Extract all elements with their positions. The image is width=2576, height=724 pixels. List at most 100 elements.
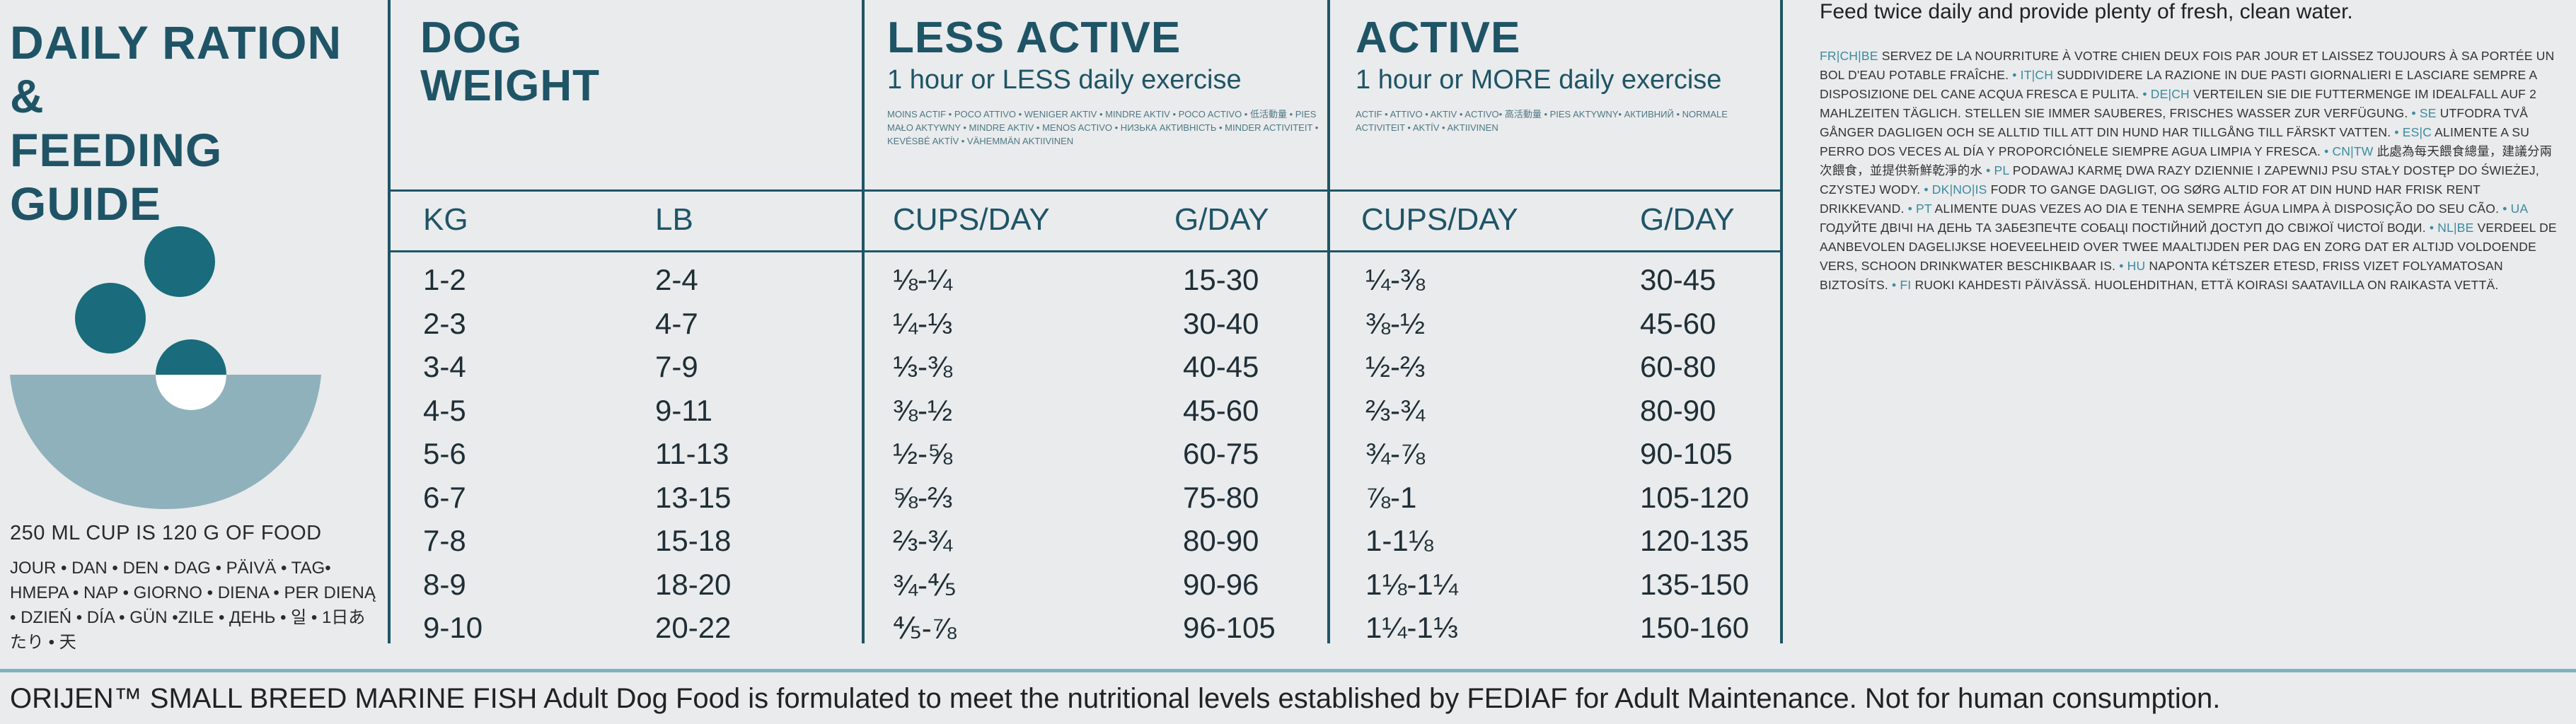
unit-lb: LB [655,202,693,237]
cell-less-active-g: 15-30 [1183,263,1259,296]
cell-less-active-cups: ⅛-¼ [893,263,953,296]
cell-lb: 2-4 [655,263,698,296]
cell-lb: 13-15 [655,480,732,514]
active-unit-g: G/DAY [1640,202,1735,237]
instruction-text: PODAWAJ KARMĘ DWA RAZY DZIENNIE I ZAPEWN… [1820,163,2539,197]
divider-right [1780,0,1783,643]
cell-less-active-g: 60-75 [1183,437,1259,470]
guide-title: DAILY RATION & FEEDING GUIDE [10,16,378,230]
cell-active-cups: 1⅛-1¼ [1365,567,1458,601]
divider-less-active [862,0,865,643]
active-unit-cups: CUPS/DAY [1361,202,1518,237]
units-rule [388,250,1783,252]
cell-lb: 7-9 [655,350,698,383]
cell-kg: 5-6 [423,437,466,470]
dog-weight-heading: DOG WEIGHT [420,14,600,110]
cell-less-active-cups: ¼-⅓ [893,306,953,340]
cell-active-cups: ¾-⅞ [1365,437,1426,470]
language-code: FR|CH|BE [1820,49,1882,63]
cell-kg: 9-10 [423,611,483,644]
cell-less-active-g: 90-96 [1183,567,1259,601]
cell-active-g: 150-160 [1640,611,1750,644]
instruction-text: SUDDIVIDERE LA RAZIONE IN DUE PASTI GIOR… [1820,68,2537,101]
cell-active-g: 60-80 [1640,350,1716,383]
cell-less-active-g: 80-90 [1183,524,1259,557]
cell-active-g: 45-60 [1640,306,1716,340]
language-code: • ES|C [2394,125,2435,139]
instruction-text: NAPONTA KÉTSZER ETESD, FRISS VIZET FOLYA… [1820,259,2503,292]
language-code: • SE [2411,106,2440,120]
cell-kg: 6-7 [423,480,466,514]
cell-active-g: 135-150 [1640,567,1750,601]
cell-active-g: 105-120 [1640,480,1750,514]
cell-lb: 9-11 [655,393,712,427]
per-day-translations: JOUR • DAN • DEN • DAG • PÄIVÄ • TAG• HM… [10,559,376,652]
instruction-text: VERTEILEN SIE DIE FUTTERMENGE IM IDEALFA… [1820,87,2537,120]
cell-less-active-g: 30-40 [1183,306,1259,340]
less-active-unit-cups: CUPS/DAY [893,202,1050,237]
divider-weight [388,0,391,643]
active-heading: ACTIVE [1356,13,1521,62]
cell-less-active-cups: ⅝-⅔ [893,480,953,514]
less-active-translations: MOINS ACTIF • POCO ATTIVO • WENIGER AKTI… [887,109,1319,146]
cell-active-cups: ½-⅔ [1365,350,1426,383]
instruction-text: ALIMENTE A SU PERRO DOS VECES AL DÍA Y P… [1820,125,2530,158]
cell-kg: 3-4 [423,350,466,383]
language-code: • DE|CH [2142,87,2193,101]
less-active-subheading: 1 hour or LESS daily exercise [887,65,1242,95]
instruction-text: SERVEZ DE LA NOURRITURE À VOTRE CHIEN DE… [1820,49,2555,82]
cell-active-cups: ⅔-¾ [1365,393,1426,427]
instruction-text: ГОДУЙТЕ ДВІЧІ НА ДЕНЬ ТА ЗАБЕЗПЕЧТЕ СОБА… [1820,221,2430,235]
cell-active-g: 30-45 [1640,263,1716,296]
food-bowl-illustration [10,226,321,516]
instruction-text: FODR TO GANGE DAGLIGT, OG SØRG ALTID FOR… [1820,182,2480,216]
instruction-text: ALIMENTE DUAS VEZES AO DIA E TENHA SEMPR… [1934,202,2503,216]
active-subheading: 1 hour or MORE daily exercise [1356,65,1722,95]
cell-kg: 8-9 [423,567,466,601]
language-code: • PL [1986,163,2013,177]
cell-less-active-cups: ¾-⅘ [893,568,957,602]
bowl-icon [10,339,321,509]
cup-size-note: 250 ML CUP IS 120 G OF FOOD [10,522,322,544]
cell-active-cups: 1-1⅛ [1365,524,1433,557]
instruction-text: 此處為每天餵食總量，建議分兩次餵食，並提供新鮮乾淨的水 [1820,144,2553,177]
cell-less-active-cups: ⅜-½ [893,393,953,427]
cell-kg: 1-2 [423,263,466,296]
kibble-dot-1 [144,226,215,297]
instruction-text: VERDEEL DE AANBEVOLEN DAGELIJKSE HOEVEEL… [1820,221,2557,273]
less-active-heading: LESS ACTIVE [887,13,1182,62]
cell-less-active-cups: ⅔-¾ [893,524,953,557]
dog-weight-heading-line2: WEIGHT [420,62,600,110]
cell-active-g: 120-135 [1640,524,1750,557]
cell-less-active-g: 40-45 [1183,350,1259,383]
guide-title-line2: FEEDING GUIDE [10,124,223,230]
footer-rule [0,669,2576,672]
cell-lb: 20-22 [655,611,732,644]
cell-less-active-g: 75-80 [1183,480,1259,514]
cell-active-g: 80-90 [1640,393,1716,427]
cell-less-active-cups: ½-⅝ [893,437,953,470]
language-code: • UA [2502,202,2528,216]
language-code: • CN|TW [2324,144,2377,158]
language-code: • PT [1907,202,1935,216]
cell-less-active-g: 45-60 [1183,393,1259,427]
cell-less-active-g: 96-105 [1183,611,1276,644]
cell-kg: 4-5 [423,393,466,427]
feed-twice-note: Feed twice daily and provide plenty of f… [1820,0,2353,23]
language-code: • FI [1892,278,1915,292]
unit-kg: KG [423,202,468,237]
cell-kg: 2-3 [423,306,466,340]
instruction-text: RUOKI KAHDESTI PÄIVÄSSÄ. HUOLEHDITHAN, E… [1914,278,2499,292]
header-rule [388,189,1783,192]
language-code: • IT|CH [2012,68,2057,82]
cell-kg: 7-8 [423,524,466,557]
cell-lb: 15-18 [655,524,732,557]
cell-lb: 18-20 [655,567,732,601]
cell-lb: 4-7 [655,306,698,340]
multilingual-instructions: FR|CH|BE SERVEZ DE LA NOURRITURE À VOTRE… [1820,47,2564,295]
cell-active-cups: 1¼-1⅓ [1365,611,1458,644]
active-translations: ACTIF • ATTIVO • AKTIV • ACTIVO• 高活動量 • … [1356,109,1728,133]
cell-lb: 11-13 [655,437,729,470]
language-code: • HU [2119,259,2149,273]
guide-title-line1: DAILY RATION & [10,16,342,122]
